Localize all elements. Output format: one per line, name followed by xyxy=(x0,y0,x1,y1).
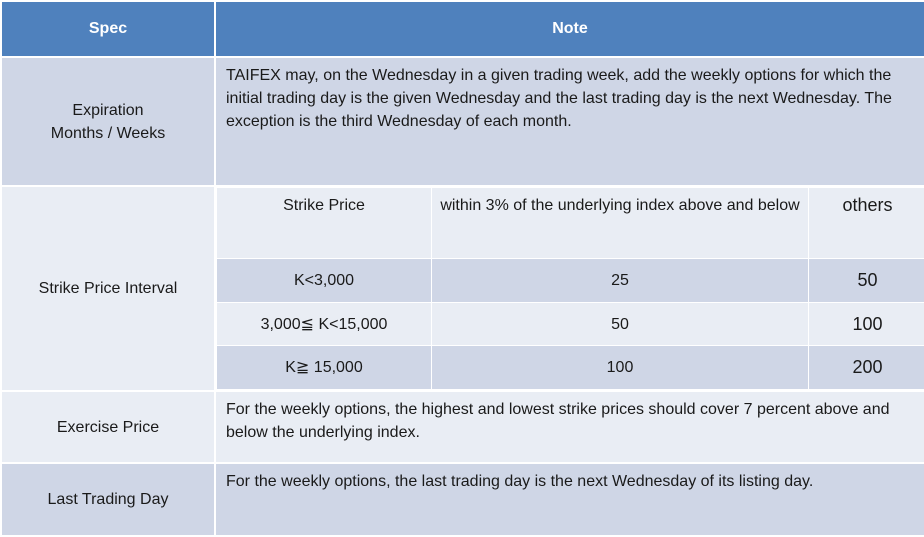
last-trading-note: For the weekly options, the last trading… xyxy=(215,463,924,536)
strike-range: K≧ 15,000 xyxy=(217,346,432,390)
strike-within-value: 50 xyxy=(432,303,809,346)
strike-others-value: 200 xyxy=(809,346,924,390)
exercise-label: Exercise Price xyxy=(1,391,215,463)
header-note: Note xyxy=(215,1,924,57)
strike-within-value: 25 xyxy=(432,259,809,303)
row-strike-interval: Strike Price Interval Strike Price withi… xyxy=(1,186,924,391)
strike-range: 3,000≦ K<15,000 xyxy=(217,303,432,346)
strike-col-others: others xyxy=(809,188,924,259)
row-exercise-price: Exercise Price For the weekly options, t… xyxy=(1,391,924,463)
strike-others-value: 100 xyxy=(809,303,924,346)
expiration-label-line1: Expiration xyxy=(72,102,143,119)
strike-header-row: Strike Price within 3% of the underlying… xyxy=(217,188,924,259)
last-trading-label: Last Trading Day xyxy=(1,463,215,536)
strike-interval-table: Strike Price within 3% of the underlying… xyxy=(216,187,924,390)
strike-others-value: 50 xyxy=(809,259,924,303)
strike-interval-note: Strike Price within 3% of the underlying… xyxy=(215,186,924,391)
expiration-label: Expiration Months / Weeks xyxy=(1,57,215,186)
strike-col-strike-price: Strike Price xyxy=(217,188,432,259)
strike-range: K<3,000 xyxy=(217,259,432,303)
strike-within-value: 100 xyxy=(432,346,809,390)
header-spec: Spec xyxy=(1,1,215,57)
strike-row: K<3,000 25 50 xyxy=(217,259,924,303)
row-expiration: Expiration Months / Weeks TAIFEX may, on… xyxy=(1,57,924,186)
row-last-trading-day: Last Trading Day For the weekly options,… xyxy=(1,463,924,536)
expiration-label-line2: Months / Weeks xyxy=(51,125,165,142)
expiration-note: TAIFEX may, on the Wednesday in a given … xyxy=(215,57,924,186)
exercise-note: For the weekly options, the highest and … xyxy=(215,391,924,463)
strike-row: K≧ 15,000 100 200 xyxy=(217,346,924,390)
strike-interval-label: Strike Price Interval xyxy=(1,186,215,391)
strike-row: 3,000≦ K<15,000 50 100 xyxy=(217,303,924,346)
strike-col-within-3pct: within 3% of the underlying index above … xyxy=(432,188,809,259)
header-row: Spec Note xyxy=(1,1,924,57)
